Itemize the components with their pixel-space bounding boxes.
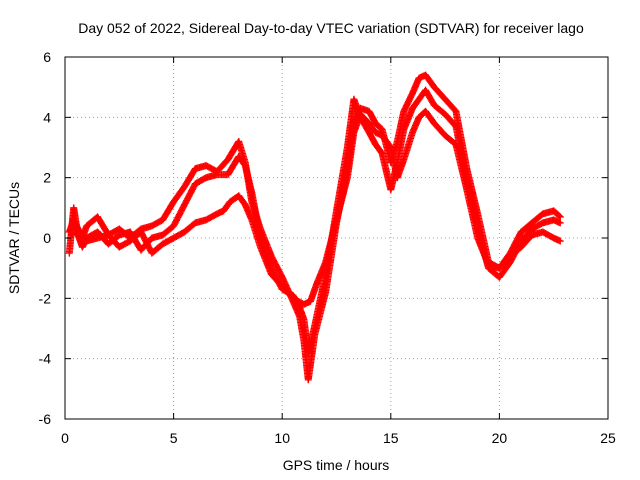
y-axis-label: SDTVAR / TECUs: [6, 182, 22, 294]
x-tick-label: 15: [383, 430, 399, 446]
data-point: [555, 212, 563, 220]
data-point: [556, 237, 564, 245]
data-marks: [65, 71, 564, 384]
data-point: [556, 219, 564, 227]
x-tick-label: 0: [61, 430, 69, 446]
x-tick-label: 5: [170, 430, 178, 446]
x-axis-label: GPS time / hours: [283, 457, 390, 473]
y-tick-label: -4: [39, 351, 52, 367]
y-tick-label: 0: [43, 230, 51, 246]
y-tick-label: -2: [39, 290, 52, 306]
y-tick-label: 6: [43, 49, 51, 65]
chart-title: Day 052 of 2022, Sidereal Day-to-day VTE…: [78, 20, 584, 36]
series-track-c: [68, 107, 564, 308]
y-tick-label: 4: [43, 109, 51, 125]
x-tick-label: 10: [274, 430, 290, 446]
data-point: [556, 213, 564, 221]
x-tick-label: 25: [600, 430, 616, 446]
series-track-b: [65, 86, 564, 357]
y-tick-label: 2: [43, 170, 51, 186]
y-tick-label: -6: [39, 411, 52, 427]
axis-ticks: 0 5 10 15 20 25 -6 -4 -2 0 2 4 6: [39, 49, 616, 446]
x-tick-label: 20: [492, 430, 508, 446]
